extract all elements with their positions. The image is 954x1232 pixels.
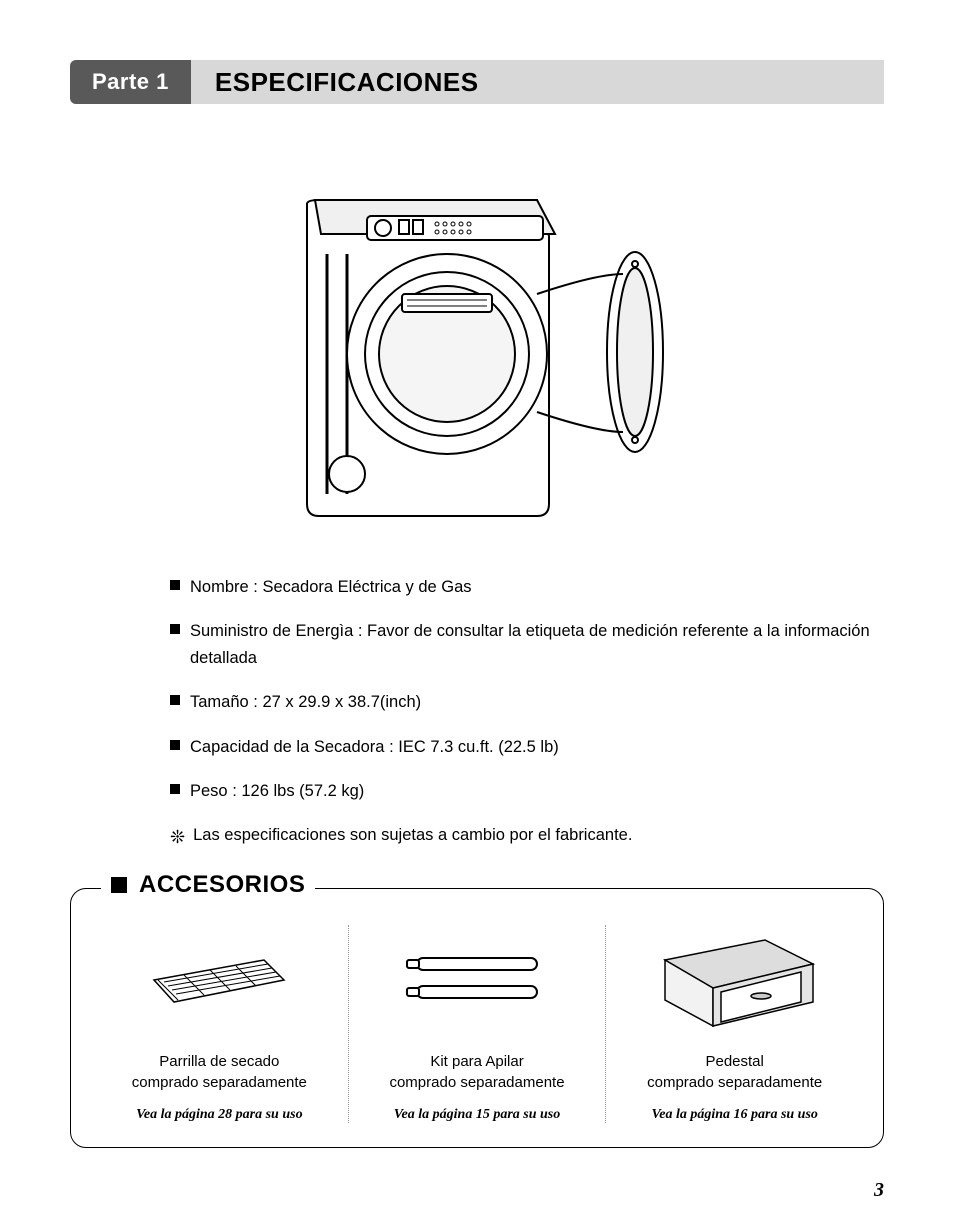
pedestal-icon [645, 925, 825, 1035]
square-bullet-icon [170, 784, 180, 794]
accessory-note: comprado separadamente [647, 1074, 822, 1091]
spec-text: Suministro de Energìa : Favor de consult… [190, 618, 884, 671]
page-number: 3 [874, 1179, 884, 1202]
section-header: Parte 1 ESPECIFICACIONES [70, 60, 884, 104]
section-title: ESPECIFICACIONES [191, 60, 884, 104]
spec-text: Tamaño : 27 x 29.9 x 38.7(inch) [190, 689, 884, 715]
spec-text: Capacidad de la Secadora : IEC 7.3 cu.ft… [190, 734, 884, 760]
spec-item: Tamaño : 27 x 29.9 x 38.7(inch) [170, 689, 884, 715]
accessories-section: ACCESORIOS [70, 888, 884, 1148]
accessory-item: Pedestal comprado separadamente Vea la p… [605, 925, 863, 1123]
accessory-item: Parrilla de secado comprado separadament… [91, 925, 348, 1123]
note-text: Las especificaciones son sujetas a cambi… [193, 826, 632, 845]
accessory-name: Kit para Apilar [430, 1053, 523, 1070]
dryer-icon [237, 144, 717, 534]
spec-item: Peso : 126 lbs (57.2 kg) [170, 778, 884, 804]
accessory-name: Parrilla de secado [159, 1053, 279, 1070]
square-bullet-icon [111, 877, 127, 893]
stacking-kit-icon [397, 925, 557, 1035]
square-bullet-icon [170, 740, 180, 750]
manual-page: Parte 1 ESPECIFICACIONES [0, 0, 954, 1232]
accessory-page-ref: Vea la página 16 para su uso [651, 1107, 817, 1123]
spec-text: Nombre : Secadora Eléctrica y de Gas [190, 574, 884, 600]
asterisk-icon: ❊ [170, 827, 185, 848]
accessory-name: Pedestal [705, 1053, 763, 1070]
accessory-page-ref: Vea la página 15 para su uso [394, 1107, 560, 1123]
accessories-columns: Parrilla de secado comprado separadament… [91, 925, 863, 1123]
dryer-illustration [70, 144, 884, 534]
accessory-note: comprado separadamente [132, 1074, 307, 1091]
specifications-list: Nombre : Secadora Eléctrica y de Gas Sum… [170, 574, 884, 848]
spec-item: Suministro de Energìa : Favor de consult… [170, 618, 884, 671]
part-badge: Parte 1 [70, 60, 191, 104]
spec-item: Nombre : Secadora Eléctrica y de Gas [170, 574, 884, 600]
accessories-heading-text: ACCESORIOS [139, 871, 305, 899]
spec-note: ❊ Las especificaciones son sujetas a cam… [170, 826, 884, 848]
accessory-item: Kit para Apilar comprado separadamente V… [348, 925, 606, 1123]
square-bullet-icon [170, 580, 180, 590]
spec-item: Capacidad de la Secadora : IEC 7.3 cu.ft… [170, 734, 884, 760]
spec-text: Peso : 126 lbs (57.2 kg) [190, 778, 884, 804]
drying-rack-icon [144, 925, 294, 1035]
accessory-page-ref: Vea la página 28 para su uso [136, 1107, 302, 1123]
accessory-note: comprado separadamente [389, 1074, 564, 1091]
accessories-heading: ACCESORIOS [101, 871, 315, 899]
square-bullet-icon [170, 695, 180, 705]
square-bullet-icon [170, 624, 180, 634]
